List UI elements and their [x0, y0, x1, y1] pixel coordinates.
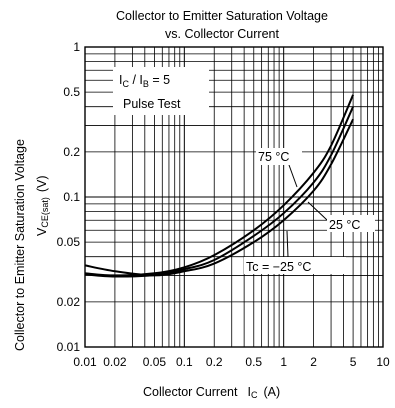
x-tick-label: 10 — [376, 355, 390, 369]
x-tick-label: 5 — [350, 355, 357, 369]
y-tick-label: 1 — [73, 40, 80, 54]
x-tick-label: 1 — [280, 355, 287, 369]
label-bg-m25 — [244, 257, 346, 274]
x-tick-label: 0.02 — [103, 355, 127, 369]
condition-test: Pulse Test — [123, 97, 181, 111]
x-axis-label: Collector Current IC (A) — [143, 385, 280, 400]
series-label-25c: 25 °C — [329, 218, 360, 232]
series-labels: 75 °C 25 °C Tc = −25 °C — [244, 148, 375, 274]
x-tick-label: 0.01 — [73, 355, 97, 369]
plot-frame — [84, 46, 384, 348]
y-tick-labels: 0.01 0.02 0.05 0.1 0.2 0.5 1 — [57, 40, 81, 354]
x-tick-label: 2 — [310, 355, 317, 369]
series-label-minus25c: Tc = −25 °C — [246, 260, 311, 274]
y-tick-label: 0.5 — [63, 85, 80, 99]
x-tick-label: 0.2 — [206, 355, 223, 369]
y-axis-label-symbol: VCE(sat)(V) — [35, 175, 50, 236]
leader-75c — [288, 164, 298, 188]
label-leaders — [286, 164, 328, 258]
condition-ratio: IC / IB = 5 — [119, 73, 170, 89]
x-tick-label: 0.1 — [176, 355, 193, 369]
y-tick-label: 0.02 — [57, 295, 81, 309]
y-axis-label-main: Collector to Emitter Saturation Voltage — [13, 139, 27, 351]
y-tick-label: 0.01 — [57, 340, 81, 354]
conditions-box — [113, 67, 209, 115]
leader-minus25c — [286, 230, 289, 258]
chart-title-line-2: vs. Collector Current — [165, 27, 279, 41]
series-line-1 — [84, 106, 355, 278]
series-line-0 — [84, 94, 355, 277]
leader-25c — [307, 201, 328, 221]
label-bg-75 — [256, 148, 302, 165]
label-bg-25 — [327, 215, 375, 232]
x-tick-labels: 0.01 0.02 0.05 0.1 0.2 0.5 1 2 5 10 — [73, 355, 390, 369]
y-tick-label: 0.05 — [57, 235, 81, 249]
y-tick-label: 0.1 — [63, 190, 80, 204]
x-tick-label: 0.5 — [245, 355, 262, 369]
series-line-2 — [84, 118, 354, 277]
chart-title-line-1: Collector to Emitter Saturation Voltage — [116, 9, 328, 23]
series-lines — [84, 94, 355, 278]
series-label-75c: 75 °C — [258, 150, 289, 164]
x-tick-label: 0.05 — [143, 355, 167, 369]
y-tick-label: 0.2 — [63, 145, 80, 159]
